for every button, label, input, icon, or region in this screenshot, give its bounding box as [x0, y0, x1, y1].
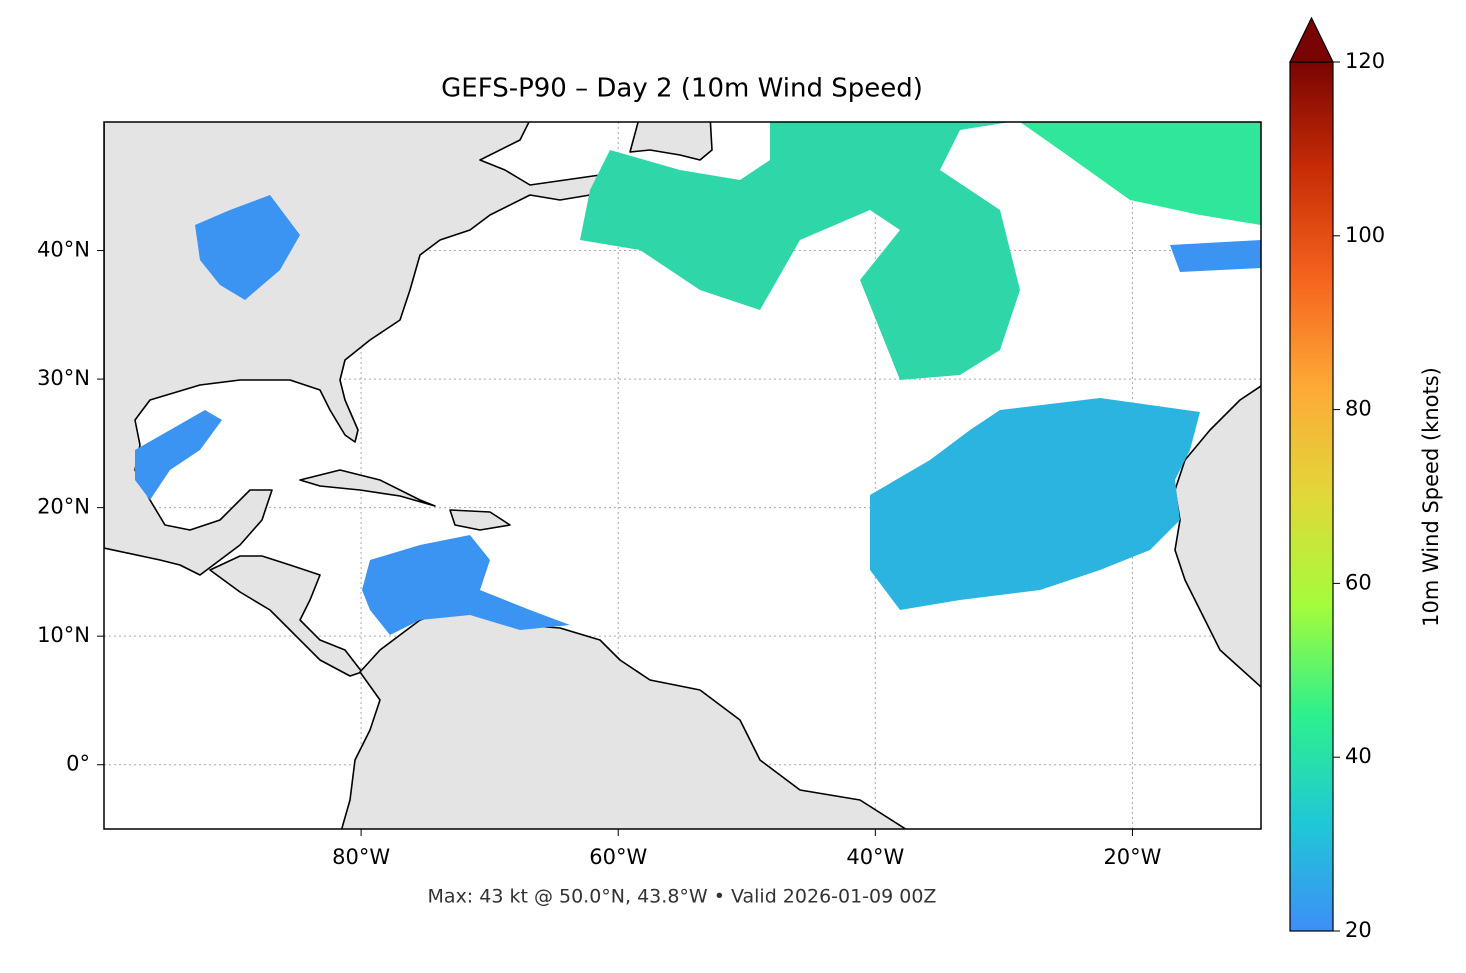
x-tick-label: 40°W [846, 845, 904, 869]
colorbar-tick-label: 60 [1345, 570, 1372, 594]
south-america [340, 609, 908, 829]
map-layer [104, 122, 1261, 829]
colorbar-extend [1289, 16, 1334, 63]
hispaniola [449, 509, 511, 531]
colorbar-tick-label: 100 [1345, 223, 1385, 247]
y-tick-label: 0° [66, 752, 90, 776]
map-frame [103, 121, 1262, 830]
y-tick-label: 20°N [37, 495, 90, 519]
x-tick-label: 80°W [332, 845, 390, 869]
wind-area [135, 410, 222, 500]
footnote: Max: 43 kt @ 50.0°N, 43.8°W • Valid 2026… [428, 886, 937, 908]
y-tick-label: 30°N [37, 366, 90, 390]
y-tick-label: 10°N [37, 623, 90, 647]
wind-area [580, 122, 1020, 380]
wind-area [1020, 122, 1261, 225]
colorbar-tick-label: 20 [1345, 918, 1372, 942]
wind-area [362, 535, 570, 635]
colorbar-label: 10m Wind Speed (knots) [1419, 367, 1443, 627]
map-title: GEFS-P90 – Day 2 (10m Wind Speed) [441, 74, 923, 104]
y-tick-label: 40°N [37, 238, 90, 262]
newfoundland [629, 122, 713, 161]
x-tick-label: 20°W [1103, 845, 1161, 869]
wind-area [1170, 240, 1261, 272]
wind-area [870, 398, 1200, 610]
colorbar-tick-label: 120 [1345, 49, 1385, 73]
colorbar [1289, 61, 1334, 932]
africa [1174, 385, 1261, 688]
central-america [209, 555, 363, 677]
colorbar-tick-label: 80 [1345, 397, 1372, 421]
colorbar-tick-label: 40 [1345, 744, 1372, 768]
cuba [299, 469, 436, 507]
wind-area [195, 195, 300, 300]
north-america [104, 122, 621, 576]
x-tick-label: 60°W [589, 845, 647, 869]
